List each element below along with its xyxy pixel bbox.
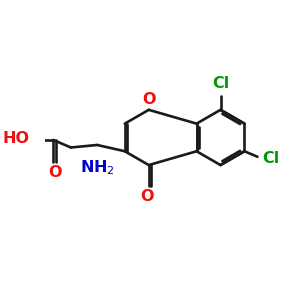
Text: NH$_2$: NH$_2$ [80, 158, 115, 177]
Text: O: O [142, 92, 155, 106]
Text: O: O [48, 165, 61, 180]
Text: Cl: Cl [212, 76, 229, 91]
Text: HO: HO [2, 131, 29, 146]
Text: O: O [141, 189, 154, 204]
Text: Cl: Cl [262, 151, 280, 166]
